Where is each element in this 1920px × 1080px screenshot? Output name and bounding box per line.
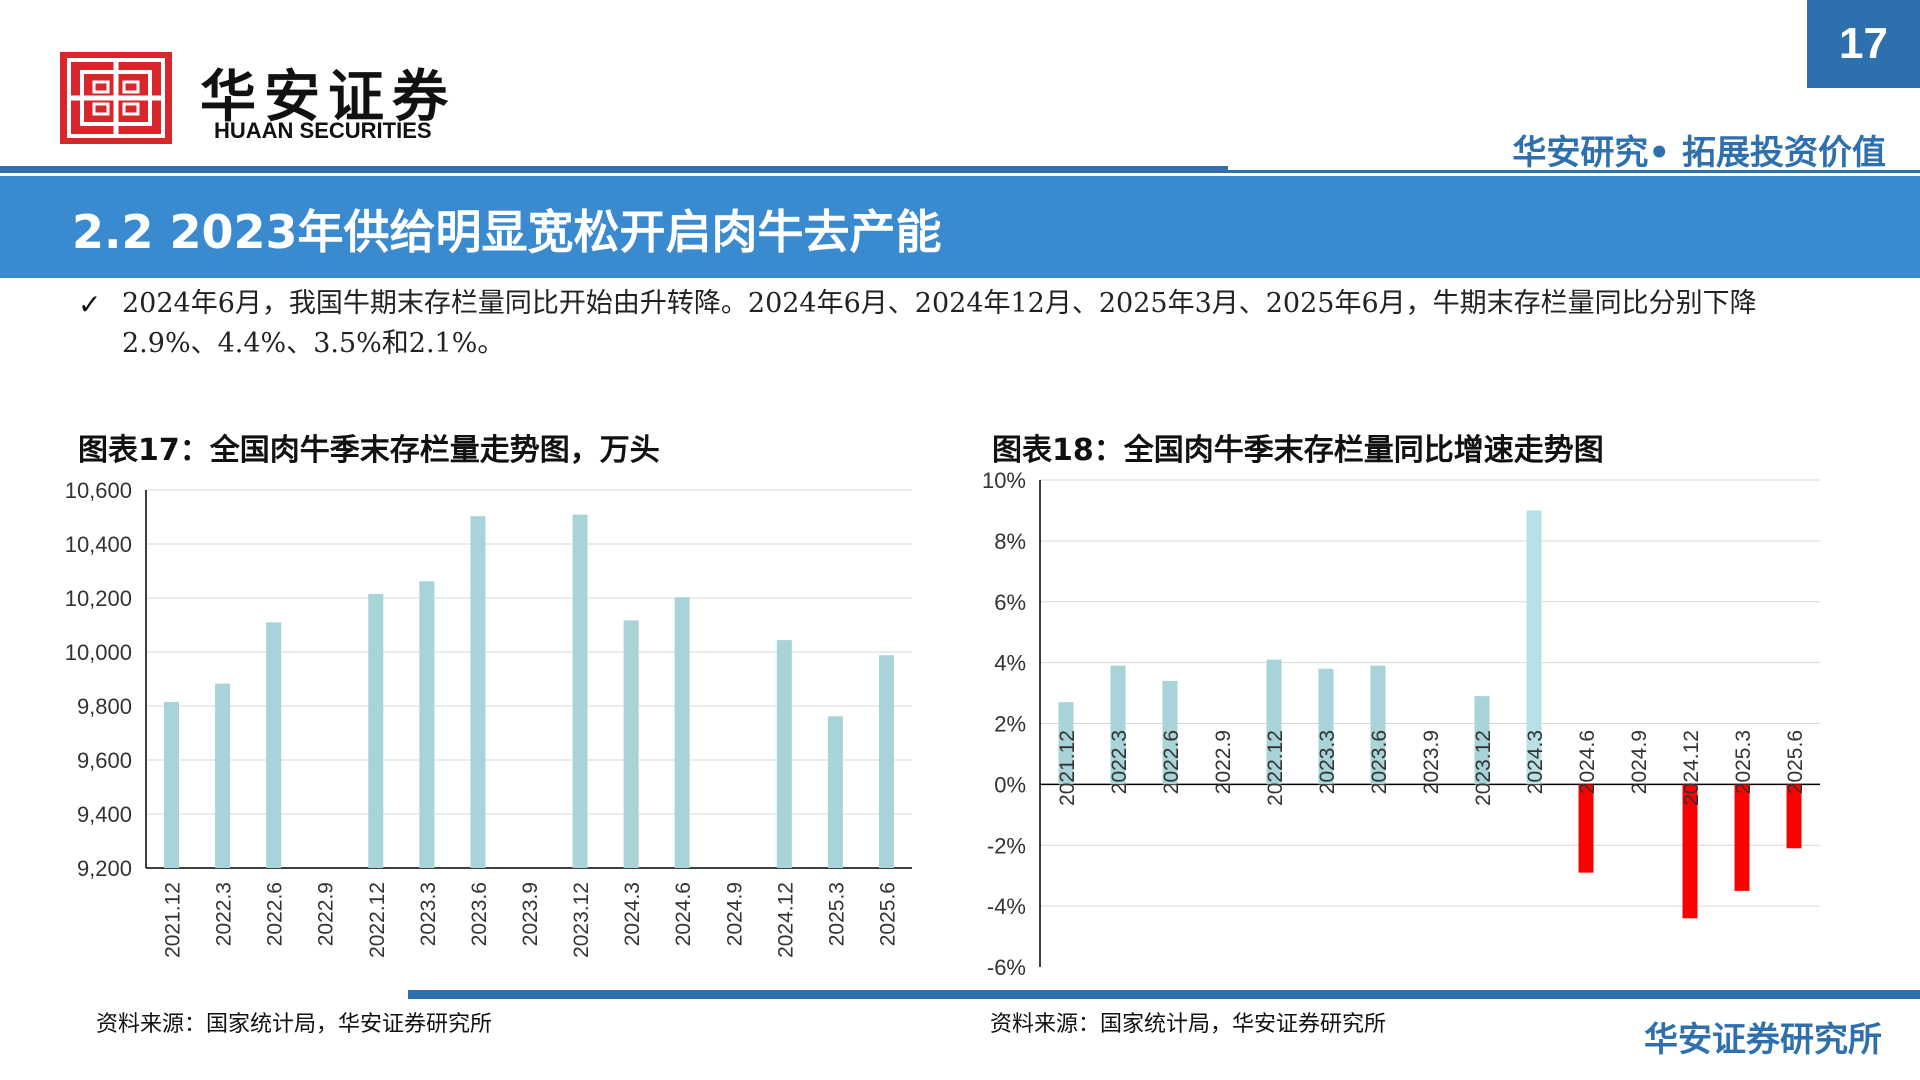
chart18-ytick-label: 0% — [994, 772, 1026, 797]
chart18-bar — [1162, 680, 1178, 785]
chart17-bar — [419, 581, 435, 868]
title-band — [0, 176, 1920, 278]
chart18-category-label: 2022.9 — [1212, 730, 1235, 794]
page-number: 17 — [1807, 0, 1920, 88]
logo-mark-icon — [60, 52, 172, 144]
chart17-ytick-label: 9,200 — [77, 856, 132, 881]
footer-brand: 华安证券研究所 — [1644, 1020, 1882, 1060]
chart18-category-label: 2025.3 — [1732, 730, 1755, 794]
chart18-category-label: 2023.3 — [1316, 730, 1339, 794]
logo-mark — [60, 52, 172, 144]
chart18-ytick-label: 4% — [994, 651, 1026, 676]
logo-english-name: HUAAN SECURITIES — [214, 118, 432, 143]
header-divider — [0, 166, 1228, 173]
footer-divider — [408, 990, 1920, 999]
chart18-category-label: 2024.6 — [1576, 730, 1599, 794]
chart18-bar — [1370, 665, 1386, 785]
chart17-category-label: 2025.3 — [825, 882, 848, 946]
chart17-category-label: 2022.3 — [213, 882, 236, 946]
chart18-category-label: 2023.12 — [1472, 730, 1495, 806]
chart18-yoy: -6% -4% -2% 0% 2% 4% 6% 8% 10% 2021.12 2022.3 2022.… — [982, 468, 1820, 980]
chart17-category-label: 2023.3 — [417, 882, 440, 946]
chart18-ytick-label: 8% — [994, 529, 1026, 554]
chart17-bar — [623, 620, 639, 868]
chart18-category-label: 2025.6 — [1784, 730, 1807, 794]
chart17-bar — [215, 683, 231, 868]
chart18-ytick-label: -4% — [987, 894, 1026, 919]
chart17-category-label: 2023.9 — [519, 882, 542, 946]
chart17-bar — [827, 716, 843, 868]
chart17-stock: 9,200 9,400 9,600 9,800 10,000 10,200 10,400 10… — [65, 478, 912, 958]
slide-title: 2.2 2023年供给明显宽松开启肉牛去产能 — [72, 205, 942, 259]
chart17-ytick-label: 9,600 — [77, 748, 132, 773]
chart17-title: 图表17：全国肉牛季末存栏量走势图，万头 — [78, 433, 660, 468]
chart18-bar — [1786, 784, 1802, 849]
chart18-bar — [1682, 784, 1698, 919]
chart18-category-label: 2023.9 — [1420, 730, 1443, 794]
source-right: 资料来源：国家统计局，华安证券研究所 — [990, 1012, 1387, 1037]
chart18-bar — [1526, 510, 1542, 785]
chart17-category-label: 2024.6 — [672, 882, 695, 946]
bullet-text: 2024年6月，我国牛期末存栏量同比开始由升转降。2024年6月、2024年12… — [122, 288, 1757, 359]
check-icon: ✓ — [78, 288, 102, 321]
chart17-category-label: 2022.9 — [315, 882, 338, 946]
chart18-category-label: 2024.12 — [1680, 730, 1703, 806]
chart18-bar — [1318, 668, 1334, 785]
chart18-ytick-label: 6% — [994, 590, 1026, 615]
chart18-category-label: 2021.12 — [1056, 730, 1079, 806]
chart18-category-label: 2022.3 — [1108, 730, 1131, 794]
chart17-ytick-label: 10,000 — [65, 640, 132, 665]
chart18-bar — [1058, 702, 1074, 785]
chart17-category-label: 2024.3 — [621, 882, 644, 946]
chart18-ytick-label: -2% — [987, 833, 1026, 858]
chart18-category-label: 2024.9 — [1628, 730, 1651, 794]
header-slogan: 华安研究• 拓展投资价值 — [1512, 133, 1886, 173]
chart18-category-label: 2024.3 — [1524, 730, 1547, 794]
chart18-bar — [1110, 665, 1126, 785]
chart17-ytick-label: 10,600 — [65, 478, 132, 503]
chart18-ytick-label: -6% — [987, 955, 1026, 980]
chart17-category-label: 2024.12 — [774, 882, 797, 958]
chart17-bar — [368, 593, 384, 868]
chart17-bar — [164, 701, 180, 868]
chart18-ytick-label: 10% — [982, 468, 1026, 493]
chart18-category-label: 2022.6 — [1160, 730, 1183, 794]
chart18-bar — [1734, 784, 1750, 891]
chart18-ytick-label: 2% — [994, 712, 1026, 737]
header-divider-thin — [1228, 170, 1920, 173]
chart17-category-label: 2022.6 — [264, 882, 287, 946]
chart17-category-label: 2025.6 — [876, 882, 899, 946]
chart17-ytick-label: 10,400 — [65, 532, 132, 557]
chart17-category-label: 2023.6 — [468, 882, 491, 946]
chart17-bar — [470, 516, 486, 868]
chart17-category-label: 2023.12 — [570, 882, 593, 958]
chart18-bar — [1474, 696, 1490, 785]
logo-chinese-name: 华安证券 — [200, 64, 456, 130]
chart17-bar — [776, 640, 792, 868]
source-left: 资料来源：国家统计局，华安证券研究所 — [96, 1012, 493, 1037]
chart17-category-label: 2022.12 — [366, 882, 389, 958]
chart17-category-label: 2021.12 — [162, 882, 185, 958]
chart18-category-label: 2023.6 — [1368, 730, 1391, 794]
chart17-bar — [674, 597, 690, 868]
chart17-category-label: 2024.9 — [723, 882, 746, 946]
chart18-category-label: 2022.12 — [1264, 730, 1287, 806]
chart17-bar — [878, 655, 894, 868]
chart17-bar — [266, 622, 282, 868]
chart17-bar — [572, 514, 588, 868]
chart17-ytick-label: 9,400 — [77, 802, 132, 827]
chart18-title: 图表18：全国肉牛季末存栏量同比增速走势图 — [992, 433, 1604, 468]
chart17-ytick-label: 9,800 — [77, 694, 132, 719]
chart17-ytick-label: 10,200 — [65, 586, 132, 611]
chart18-bar — [1266, 659, 1282, 785]
chart18-bar — [1578, 784, 1594, 873]
